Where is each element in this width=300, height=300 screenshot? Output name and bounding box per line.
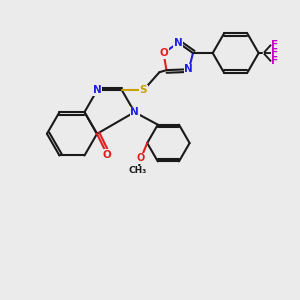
Text: S: S (140, 85, 147, 95)
Text: F: F (271, 40, 278, 50)
Text: N: N (130, 107, 139, 117)
Text: N: N (93, 85, 101, 95)
Text: CH₃: CH₃ (129, 166, 147, 175)
Text: N: N (184, 64, 193, 74)
Text: F: F (271, 56, 278, 66)
Text: O: O (103, 150, 112, 160)
Text: F: F (271, 48, 278, 58)
Text: O: O (136, 153, 145, 164)
Text: N: N (174, 38, 183, 48)
Text: O: O (159, 48, 168, 58)
